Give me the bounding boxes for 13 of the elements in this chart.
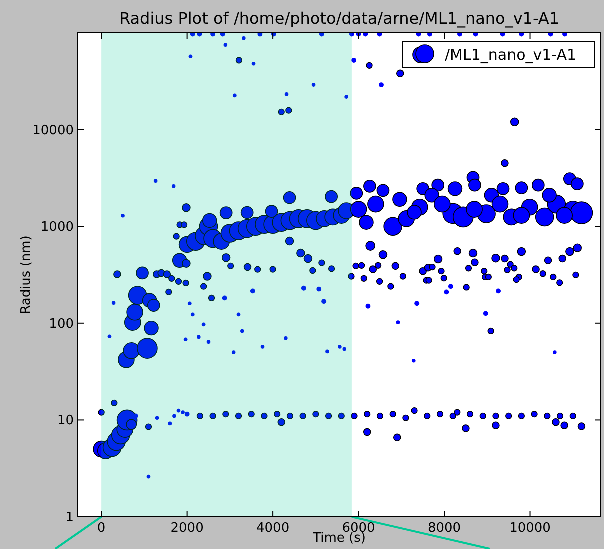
x-tick-label: 8000 xyxy=(428,521,462,536)
x-tick-label: 2000 xyxy=(170,521,204,536)
y-tick-label: 10 xyxy=(57,414,74,429)
y-tick-label: 1000 xyxy=(40,220,74,236)
x-tick-label: 4000 xyxy=(256,521,290,536)
chart-title: Radius Plot of /home/photo/data/arne/ML1_nano_v1-A1 xyxy=(119,9,560,28)
y-tick-label: 10000 xyxy=(32,123,74,138)
y-tick-label: 100 xyxy=(49,316,74,332)
x-tick-label: 10000 xyxy=(510,521,551,536)
x-tick-label: 0 xyxy=(97,521,106,536)
legend-label: /ML1_nano_v1-A1 xyxy=(445,46,577,64)
y-axis-title: Radius (nm) xyxy=(19,236,34,314)
y-tick-label: 1 xyxy=(66,510,74,526)
